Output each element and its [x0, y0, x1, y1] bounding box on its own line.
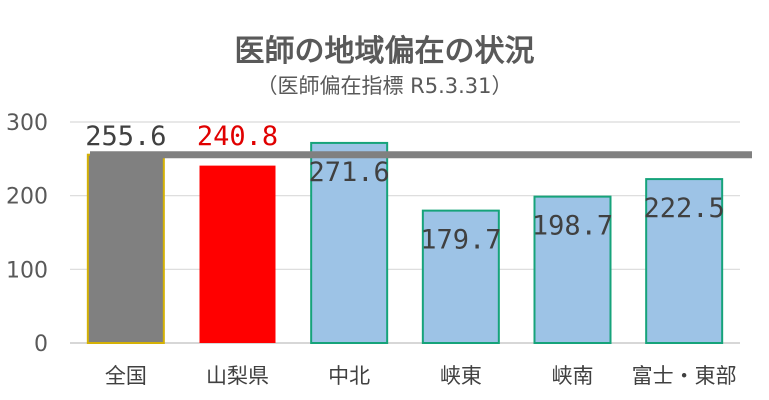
bar-峡南 [533, 195, 612, 344]
chart-subtitle: （医師偏在指標 R5.3.31） [256, 74, 513, 98]
y-tick-label: 300 [6, 111, 48, 136]
x-category-label: 全国 [105, 364, 147, 388]
y-tick-label: 200 [6, 185, 48, 210]
bar-峡東 [421, 209, 500, 344]
bar-全国 [86, 153, 165, 344]
bar-中北 [310, 141, 389, 344]
x-category-label: 山梨県 [206, 364, 269, 388]
bar-山梨県 [199, 165, 276, 343]
x-category-label: 中北 [328, 364, 370, 388]
data-label: 179.7 [420, 225, 501, 256]
x-category-label: 峡南 [552, 364, 594, 388]
x-axis-labels: 全国 山梨県 中北 峡東 峡南 富士・東部 [105, 364, 737, 388]
data-labels: 255.6 240.8 271.6 179.7 198.7 222.5 [85, 121, 725, 256]
bar-富士・東部 [645, 178, 724, 344]
x-category-label: 峡東 [440, 364, 482, 388]
chart-title: 医師の地域偏在の状況 [234, 34, 535, 69]
data-label: 198.7 [532, 211, 613, 242]
gridlines [70, 121, 740, 344]
bars [86, 141, 724, 344]
x-category-label: 富士・東部 [632, 364, 737, 388]
data-label: 271.6 [309, 157, 390, 188]
data-label: 255.6 [85, 121, 166, 152]
data-label: 240.8 [197, 121, 278, 152]
y-tick-label: 100 [6, 258, 48, 283]
y-axis-ticks: 0 100 200 300 [6, 111, 48, 357]
data-label: 222.5 [644, 193, 725, 224]
y-tick-label: 0 [34, 332, 48, 357]
